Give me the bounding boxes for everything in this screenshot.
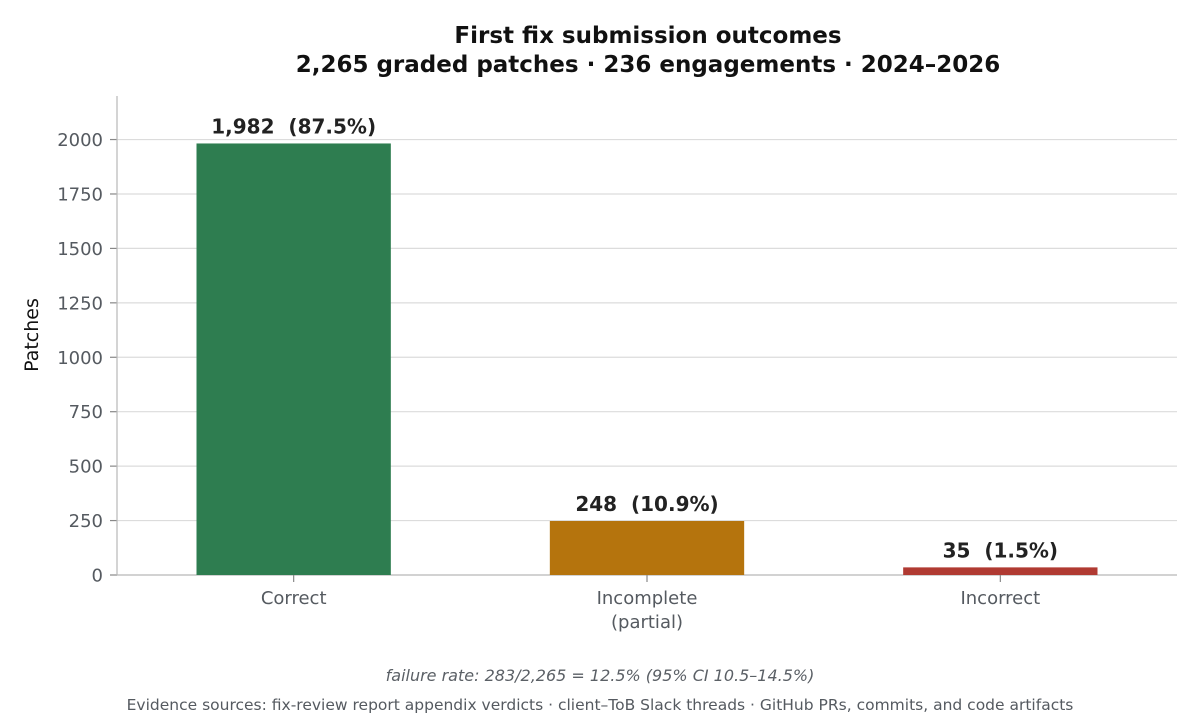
x-tick-label: Correct [261, 588, 327, 609]
failure-rate-annotation: failure rate: 283/2,265 = 12.5% (95% CI … [386, 666, 815, 685]
evidence-sources-note: Evidence sources: fix-review report appe… [127, 696, 1074, 714]
y-tick-label: 1250 [57, 293, 103, 314]
chart-subtitle: 2,265 graded patches · 236 engagements ·… [296, 52, 1001, 78]
x-tick-labels: Correct Incomplete (partial) Incorrect [261, 588, 1040, 633]
bar-value-label: 35 (1.5%) [943, 538, 1059, 562]
bar [903, 567, 1098, 575]
bars [196, 143, 1098, 575]
bar [196, 143, 391, 575]
y-tick-label: 750 [69, 402, 103, 423]
y-tick-label: 2000 [57, 130, 103, 151]
bar-value-label: 248 (10.9%) [575, 492, 718, 516]
y-tick-label: 1000 [57, 348, 103, 369]
y-tick-labels: 0 250 500 750 1000 1250 1500 1750 2000 [57, 130, 103, 586]
data-labels: 1,982 (87.5%) 248 (10.9%) 35 (1.5%) [211, 114, 1058, 562]
y-tick-label: 1500 [57, 239, 103, 260]
bar [549, 521, 745, 575]
y-tick-label: 1750 [57, 184, 103, 205]
bar-value-label: 1,982 (87.5%) [211, 114, 376, 138]
y-tick-label: 500 [69, 457, 103, 478]
chart-title: First fix submission outcomes [454, 23, 841, 49]
x-tick-label: Incorrect [960, 588, 1040, 609]
y-tick-label: 0 [92, 566, 103, 587]
x-tick-label: (partial) [611, 612, 683, 633]
y-axis-label: Patches [21, 298, 43, 372]
y-tick-label: 250 [69, 511, 103, 532]
x-tick-label: Incomplete [597, 588, 698, 609]
